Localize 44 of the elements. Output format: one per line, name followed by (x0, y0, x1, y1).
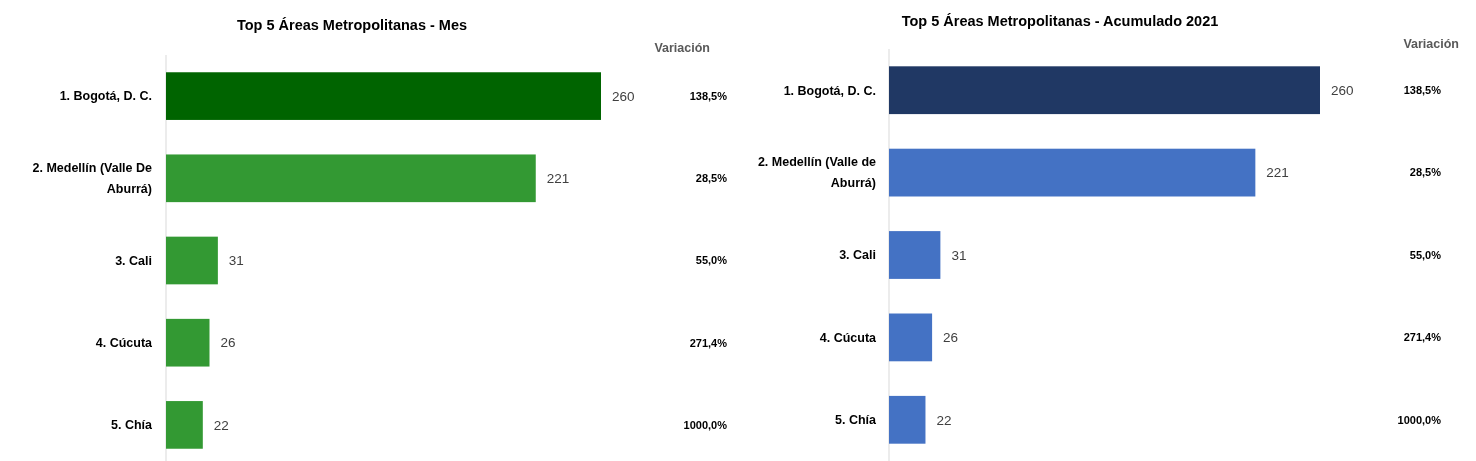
bar (889, 313, 933, 362)
data-label: 221 (1266, 165, 1289, 181)
data-label: 31 (228, 253, 244, 269)
text: 28,5% (1409, 166, 1442, 179)
y-tick-label: 1. Bogotá, D. C. (59, 89, 152, 104)
data-label: 22 (936, 412, 952, 428)
text: 138,5% (689, 89, 728, 102)
bar (166, 154, 536, 203)
data-label: 221 (546, 171, 570, 187)
bar (166, 318, 210, 367)
text: Variación (1403, 37, 1459, 51)
y-tick-label: 3. Cali (115, 253, 152, 268)
bar (889, 395, 926, 444)
chart-title: Top 5 Áreas Metropolitanas - Acumulado 2021 (901, 13, 1219, 30)
text: 138,5% (1403, 84, 1442, 97)
y-tick-label: 1. Bogotá, D. C. (783, 83, 876, 98)
text: 1000,0% (1397, 413, 1442, 426)
text: Variación (654, 41, 710, 55)
bar (166, 236, 218, 285)
y-tick-label: 4. Cúcuta (819, 330, 878, 345)
bar (889, 148, 1256, 197)
y-tick-label: 3. Cali (839, 248, 876, 263)
text: 55,0% (1409, 248, 1442, 261)
data-label: 26 (943, 330, 959, 346)
y-tick-label: 5. Chía (111, 418, 154, 433)
text: 271,4% (689, 336, 728, 349)
bar (166, 72, 601, 120)
data-label: 260 (1331, 82, 1354, 98)
y-tick-label: 2. Medellín (Valle de Aburrá) (757, 155, 877, 191)
data-label: 260 (612, 88, 635, 104)
bar (166, 401, 203, 449)
data-label: 31 (951, 247, 967, 263)
text: 28,5% (695, 172, 728, 185)
chart-title: Top 5 Áreas Metropolitanas - Mes (236, 17, 468, 34)
y-tick-label: 4. Cúcuta (95, 336, 154, 351)
text: 55,0% (695, 254, 728, 267)
bar (889, 231, 941, 279)
y-tick-label: 2. Medellín (Valle De Aburrá) (32, 161, 153, 197)
data-label: 22 (213, 417, 229, 433)
data-label: 26 (220, 335, 236, 351)
bar (889, 66, 1320, 115)
y-tick-label: 5. Chía (835, 413, 878, 428)
text: 271,4% (1403, 331, 1442, 344)
text: 1000,0% (683, 418, 728, 431)
